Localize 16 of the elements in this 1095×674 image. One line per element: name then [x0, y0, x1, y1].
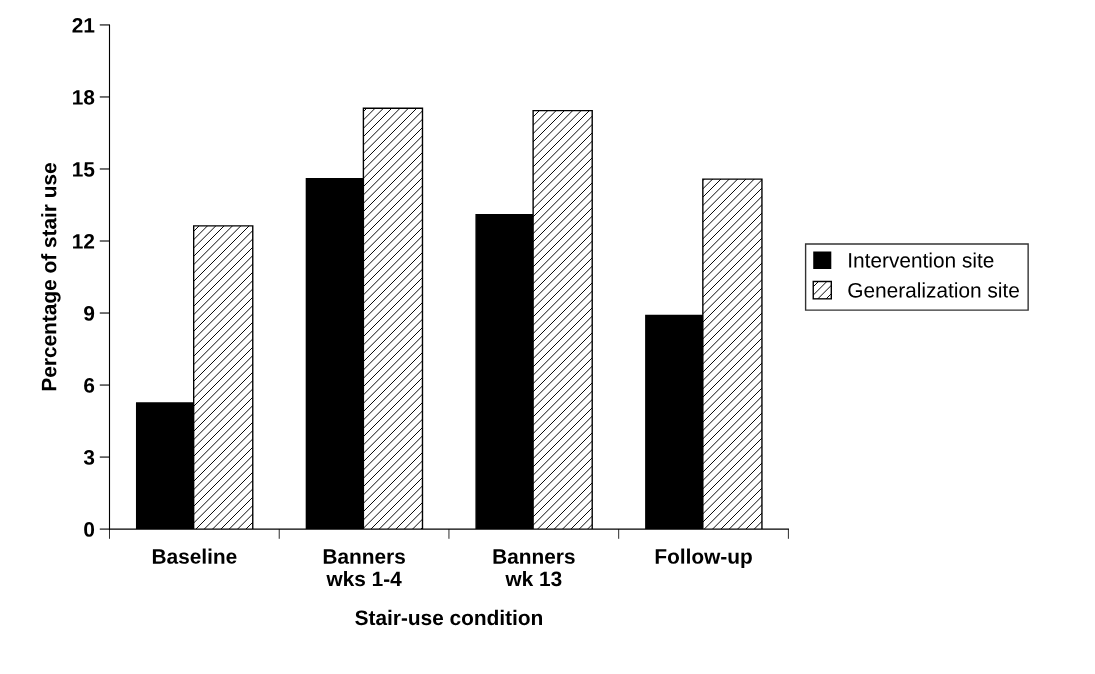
y-tick-label: 0	[84, 522, 95, 537]
y-tick-label: 12	[73, 234, 95, 249]
y-tick-label: 18	[73, 89, 95, 105]
y-tick-label: 6	[84, 378, 95, 393]
x-tick-label: Baseline	[152, 548, 237, 564]
y-tick-label: 21	[72, 17, 95, 33]
legend-label: Intervention site	[849, 252, 994, 268]
x-tick-label: Follow-up	[655, 548, 752, 568]
x-axis-title: Stair-use condition	[355, 609, 542, 626]
legend-label: Generalization site	[848, 282, 1019, 298]
y-tick-label: 3	[83, 450, 95, 465]
x-tick-label: Banners wks 1-4	[323, 549, 405, 587]
y-tick-label: 9	[84, 306, 95, 321]
x-tick-label: Banners wk 13	[493, 549, 575, 587]
y-axis-title: Percentage of stair use	[41, 163, 61, 391]
y-tick-label: 15	[73, 162, 95, 177]
